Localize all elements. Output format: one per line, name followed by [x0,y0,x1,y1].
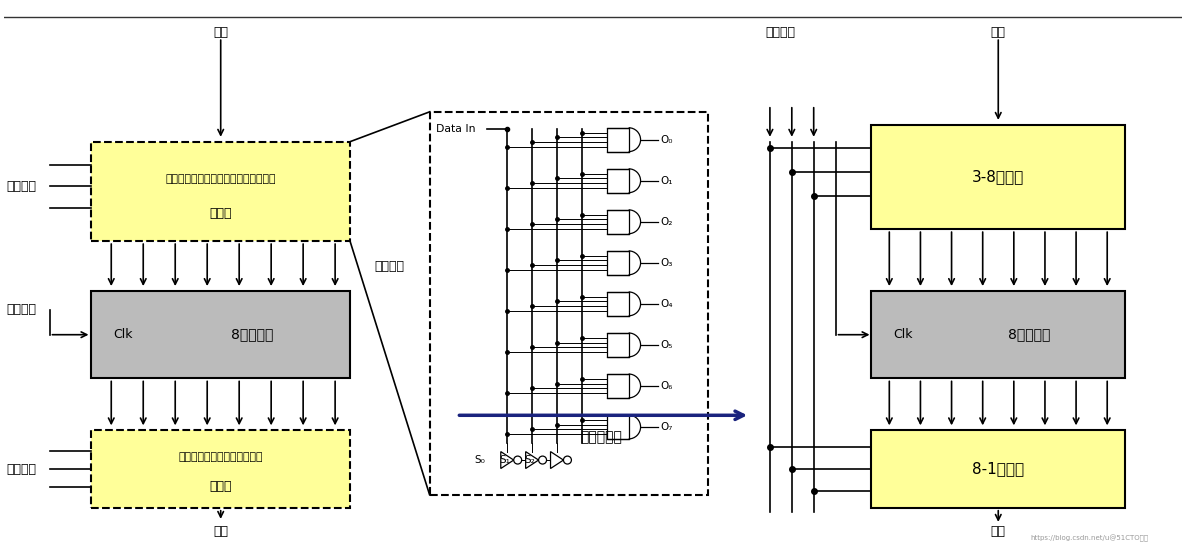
Text: Data In: Data In [436,124,475,134]
Bar [606,128,629,152]
Bar [430,112,708,495]
Bar [606,333,629,357]
Bar [871,291,1125,379]
Text: O₆: O₆ [661,381,673,391]
Bar [871,125,1125,229]
Text: 输出: 输出 [213,525,229,538]
Text: O₀: O₀ [661,134,673,145]
Bar [871,430,1125,508]
Text: S₀: S₀ [475,455,485,465]
Circle shape [514,456,522,464]
Text: 输入: 输入 [213,26,229,39]
Text: O₃: O₃ [661,258,673,268]
Bar [91,291,350,379]
Text: O₅: O₅ [661,340,673,350]
Text: Clk: Clk [893,328,913,341]
Bar [606,169,629,193]
Text: 地址输入: 地址输入 [765,26,794,39]
Text: ？？？: ？？？ [210,479,232,493]
Text: 根据地址将输入保存到锁存器指定位置: 根据地址将输入保存到锁存器指定位置 [166,175,276,185]
Text: 实现后简图: 实现后简图 [580,430,622,444]
Polygon shape [501,452,514,468]
Text: O₁: O₁ [661,176,673,186]
Text: 8位锁存器: 8位锁存器 [1008,328,1050,342]
Text: 根据地址，选择一位进行输出: 根据地址，选择一位进行输出 [179,452,263,462]
Bar [606,251,629,275]
Text: 地址输入: 地址输入 [7,180,37,193]
Text: 时钟信号: 时钟信号 [7,303,37,316]
Text: ？？？: ？？？ [210,207,232,220]
Text: 具体实现: 具体实现 [374,260,404,273]
Bar [91,430,350,508]
Text: 8位锁存器: 8位锁存器 [231,328,274,342]
Text: S₁: S₁ [500,455,510,465]
Circle shape [564,456,572,464]
Polygon shape [526,452,539,468]
Text: S₂: S₂ [525,455,535,465]
Text: 输入: 输入 [991,26,1005,39]
Text: 地址输入: 地址输入 [7,462,37,476]
Text: O₄: O₄ [661,299,673,309]
Polygon shape [551,452,564,468]
Text: O₇: O₇ [661,422,673,432]
Bar [606,210,629,234]
Text: Clk: Clk [114,328,133,341]
Text: O₂: O₂ [661,217,673,227]
Text: https://blog.csdn.net/u@51CTO博客: https://blog.csdn.net/u@51CTO博客 [1030,534,1148,542]
Circle shape [539,456,547,464]
Bar [606,292,629,316]
Bar [606,415,629,439]
Text: 输出: 输出 [991,525,1005,538]
Bar [606,374,629,398]
Text: 3-8译码器: 3-8译码器 [972,170,1024,185]
Bar [91,142,350,241]
Text: 8-1选择器: 8-1选择器 [972,462,1024,477]
